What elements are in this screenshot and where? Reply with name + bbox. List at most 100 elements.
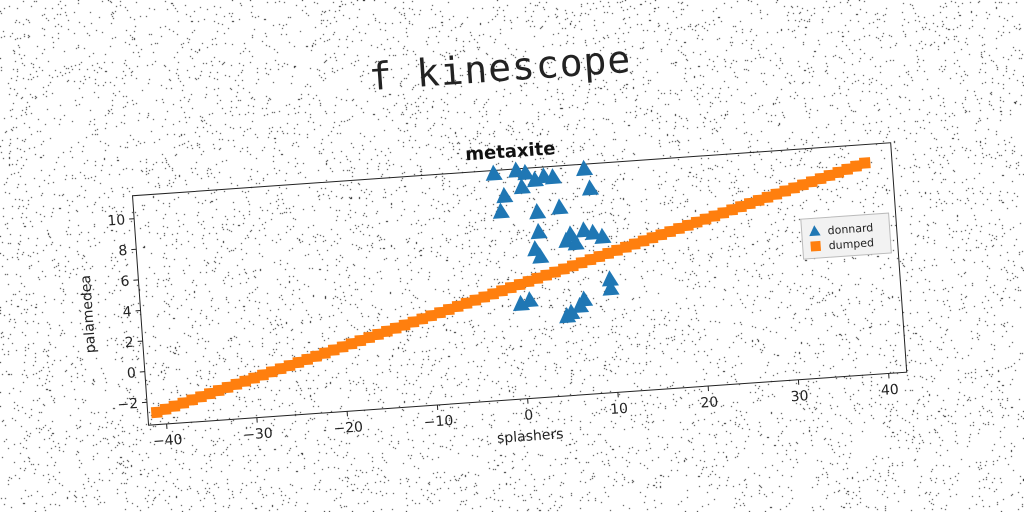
data-point-square: [797, 178, 809, 191]
data-point-square: [478, 291, 491, 303]
data-point-triangle: [551, 198, 569, 215]
data-point-square: [159, 403, 172, 416]
data-point-square: [292, 356, 305, 369]
data-point-square: [460, 297, 473, 310]
x-axis-ticks: −40 −30 −20 −10 0 10 20 30 40: [153, 373, 899, 450]
data-point-square: [398, 319, 411, 331]
data-point-square: [531, 272, 544, 285]
data-point-square: [434, 306, 446, 319]
data-point-square: [850, 160, 862, 172]
legend-box: [800, 212, 892, 260]
chart-title: metaxite: [465, 138, 557, 165]
data-point-square: [496, 284, 508, 297]
data-point-square: [416, 312, 429, 325]
data-point-square: [743, 197, 756, 210]
data-point-square: [469, 294, 482, 306]
data-point-square: [690, 216, 703, 229]
data-point-square: [752, 194, 765, 207]
legend-marker-dumped: [810, 240, 822, 252]
y-tick-label: 10: [107, 212, 126, 229]
data-point-square: [487, 288, 499, 300]
data-point-triangle: [602, 279, 620, 296]
y-tick-label: 2: [124, 335, 134, 352]
data-point-square: [310, 350, 322, 363]
y-axis-ticks: −2 0 2 4 6 8 10: [107, 212, 147, 413]
data-point-square: [407, 316, 420, 328]
data-point-square: [575, 256, 588, 269]
data-point-square: [620, 241, 632, 254]
x-tick-label: −30: [243, 426, 274, 444]
data-point-triangle: [513, 177, 531, 195]
data-point-square: [248, 372, 260, 384]
data-point-triangle: [544, 168, 562, 185]
data-point-triangle: [521, 291, 539, 308]
data-point-square: [655, 228, 668, 241]
data-point-triangle: [559, 307, 577, 324]
data-point-square: [186, 393, 199, 406]
y-tick-label: 8: [118, 243, 128, 260]
data-point-triangle: [594, 227, 612, 245]
x-tick-label: −40: [153, 432, 184, 450]
data-point-square: [354, 334, 367, 347]
data-point-triangle: [529, 203, 547, 220]
series-donnard: [485, 159, 620, 324]
data-point-triangle: [517, 163, 535, 181]
data-point-square: [513, 278, 526, 291]
data-point-square: [823, 169, 836, 182]
legend: donnard dumped: [800, 212, 892, 260]
data-point-square: [389, 322, 402, 335]
data-point-triangle: [512, 294, 531, 312]
data-point-square: [345, 337, 358, 350]
data-point-square: [381, 325, 393, 338]
data-point-square: [363, 331, 376, 344]
data-point-square: [239, 375, 252, 388]
legend-label-donnard: donnard: [827, 221, 874, 237]
data-point-square: [265, 365, 278, 378]
data-point-triangle: [576, 159, 594, 177]
data-point-square: [646, 231, 659, 244]
data-point-square: [168, 400, 181, 412]
chart-container: metaxite −2 0 2 4 6 8 10 −40 −30 −20 −10 0 10 20 30 40…: [68, 81, 941, 499]
data-point-square: [221, 381, 234, 394]
series-dumped: [150, 157, 871, 419]
data-point-triangle: [572, 296, 590, 314]
data-point-square: [274, 362, 287, 375]
data-point-square: [664, 225, 677, 238]
y-axis-label: palamedea: [78, 275, 99, 354]
data-point-square: [451, 300, 464, 313]
x-tick-label: −20: [333, 419, 364, 437]
data-point-triangle: [485, 164, 503, 181]
data-point-square: [779, 185, 792, 197]
data-point-square: [673, 222, 685, 235]
y-tick-label: 0: [126, 365, 136, 382]
data-point-square: [195, 390, 207, 403]
data-point-square: [708, 210, 721, 222]
x-tick-label: −10: [423, 413, 454, 431]
x-tick-label: 0: [524, 407, 534, 424]
x-tick-label: 30: [790, 388, 809, 405]
data-point-square: [540, 269, 553, 282]
legend-label-dumped: dumped: [828, 236, 874, 252]
data-point-square: [425, 309, 438, 322]
data-point-square: [770, 188, 783, 201]
y-tick-label: −2: [117, 396, 139, 413]
data-point-square: [257, 369, 269, 381]
data-point-triangle: [601, 270, 619, 287]
x-tick-label: 10: [610, 401, 629, 418]
data-point-square: [628, 238, 641, 250]
x-axis-label: splashers: [497, 426, 564, 447]
data-point-square: [203, 387, 216, 400]
data-point-square: [637, 235, 650, 247]
data-point-square: [558, 263, 570, 275]
data-point-square: [522, 275, 535, 288]
data-point-square: [841, 163, 854, 176]
data-point-triangle: [585, 223, 603, 241]
data-point-square: [327, 344, 340, 356]
data-point-triangle: [530, 222, 548, 240]
data-point-square: [735, 200, 747, 213]
data-point-square: [611, 244, 623, 257]
data-point-square: [699, 213, 712, 225]
data-point-square: [372, 328, 384, 341]
data-point-square: [832, 166, 845, 179]
